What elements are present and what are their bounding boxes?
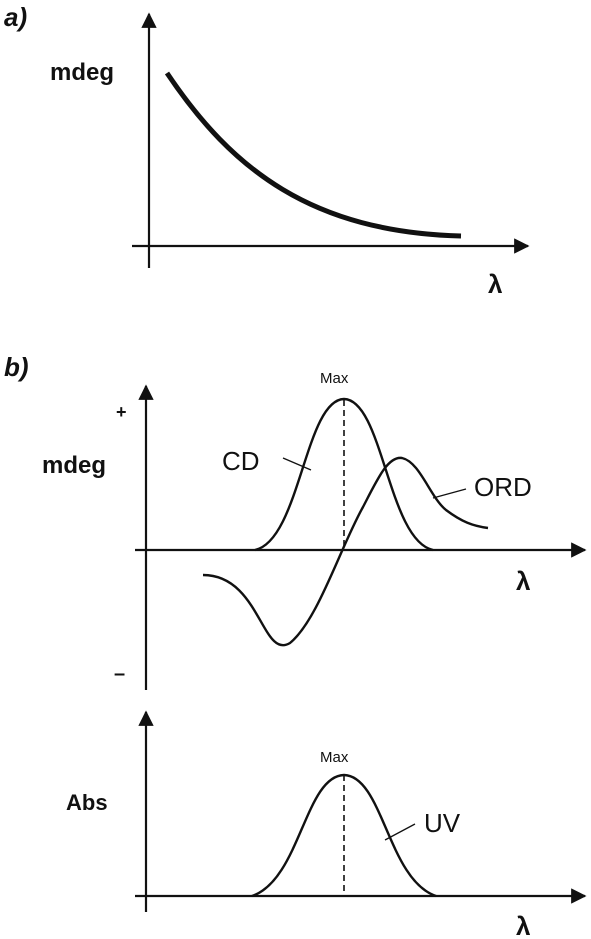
panel-a: a) mdeg λ xyxy=(4,2,530,299)
ord-curve xyxy=(202,456,489,647)
series-label-ord: ORD xyxy=(474,472,532,502)
panel-a-label: a) xyxy=(4,2,27,32)
max-label-bottom: Max xyxy=(320,749,349,766)
cd-leader-line xyxy=(282,457,312,471)
panel-b-bottom-xlabel: λ xyxy=(516,911,531,939)
ord-leader-line xyxy=(432,488,467,499)
uv-curve xyxy=(251,773,437,898)
cd-curve xyxy=(254,397,434,552)
panel-b-bottom: Abs λ Max UV xyxy=(66,710,587,939)
panel-b-label: b) xyxy=(4,352,29,382)
panel-b-top-xlabel: λ xyxy=(516,566,531,596)
panel-a-ylabel: mdeg xyxy=(50,59,114,86)
minus-sign: – xyxy=(114,663,125,685)
panel-a-curve xyxy=(164,71,462,239)
panel-b-top: b) + – mdeg λ Max CD ORD xyxy=(4,352,587,690)
panel-b-top-ylabel: mdeg xyxy=(42,452,106,479)
series-label-cd: CD xyxy=(222,446,260,476)
panel-a-xlabel: λ xyxy=(488,269,503,299)
max-label-top: Max xyxy=(320,370,349,387)
panel-b-bottom-ylabel: Abs xyxy=(66,790,108,815)
plus-sign: + xyxy=(116,402,127,422)
uv-leader-line xyxy=(384,823,416,841)
series-label-uv: UV xyxy=(424,808,461,838)
